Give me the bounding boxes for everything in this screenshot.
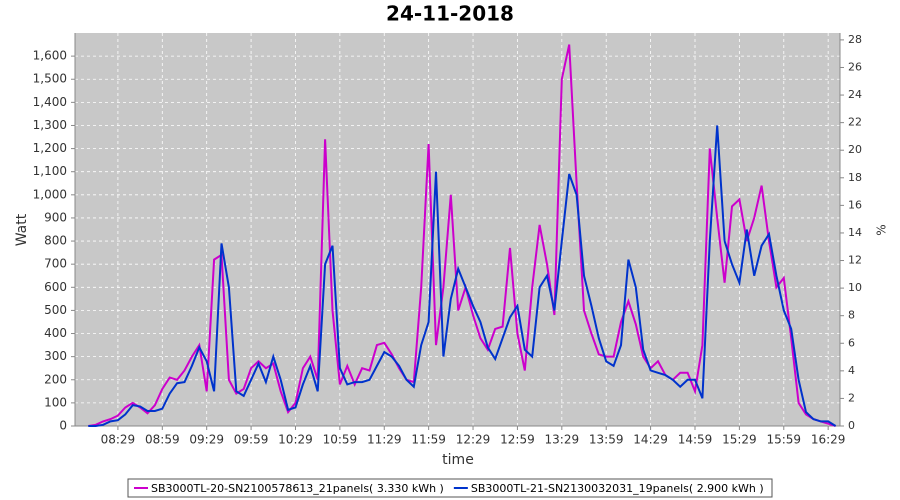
y-tick-label: 700 (44, 257, 67, 271)
x-tick-label: 12:59 (500, 433, 535, 447)
x-tick-label: 09:29 (189, 433, 224, 447)
y-tick-label: 300 (44, 349, 67, 363)
y-tick-label: 400 (44, 326, 67, 340)
legend-label: SB3000TL-21-SN2130032031_19panels( 2.900… (471, 482, 764, 495)
y2-tick-label: 10 (848, 281, 862, 294)
y-tick-label: 800 (44, 234, 67, 248)
series-line (88, 125, 837, 427)
y2-axis-label: % (875, 224, 889, 235)
y-tick-label: 600 (44, 280, 67, 294)
y2-tick-label: 20 (848, 143, 862, 156)
x-tick-label: 13:59 (589, 433, 624, 447)
series-line (88, 44, 836, 427)
x-tick-label: 14:59 (678, 433, 713, 447)
y2-tick-label: 28 (848, 33, 862, 46)
y-tick-label: 1,200 (33, 141, 67, 155)
x-axis-label: time (442, 452, 474, 468)
x-tick-label: 08:29 (101, 433, 136, 447)
y-tick-label: 1,300 (33, 118, 67, 132)
y-tick-label: 1,100 (33, 164, 67, 178)
y2-tick-label: 2 (848, 391, 855, 404)
y2-tick-label: 18 (848, 171, 862, 184)
legend-box (127, 478, 773, 498)
y-tick-label: 1,500 (33, 72, 67, 86)
x-tick-label: 09:59 (234, 433, 269, 447)
x-tick-label: 15:29 (722, 433, 757, 447)
y-tick-label: 1,400 (33, 95, 67, 109)
y-tick-label: 900 (44, 210, 67, 224)
y2-tick-label: 6 (848, 336, 855, 349)
y2-tick-label: 14 (848, 226, 862, 239)
x-tick-label: 11:29 (367, 433, 402, 447)
legend-label: SB3000TL-20-SN2100578613_21panels( 3.330… (151, 482, 444, 495)
y2-tick-label: 16 (848, 198, 862, 211)
y2-tick-label: 12 (848, 254, 862, 267)
y2-tick-label: 22 (848, 116, 862, 129)
y2-tick-label: 24 (848, 88, 862, 101)
x-tick-label: 12:29 (456, 433, 491, 447)
y-tick-label: 100 (44, 395, 67, 409)
y-tick-label: 1,000 (33, 187, 67, 201)
y-tick-label: 0 (59, 419, 67, 433)
x-tick-label: 13:29 (545, 433, 580, 447)
x-tick-label: 14:29 (633, 433, 668, 447)
plot-area (75, 33, 840, 426)
chart-title: 24-11-2018 (386, 2, 514, 26)
y2-tick-label: 8 (848, 309, 855, 322)
x-tick-label: 15:59 (766, 433, 801, 447)
x-tick-label: 10:29 (278, 433, 313, 447)
y-tick-label: 200 (44, 372, 67, 386)
y2-tick-label: 4 (848, 364, 855, 377)
y-axis-label: Watt (14, 213, 30, 246)
x-tick-label: 08:59 (145, 433, 180, 447)
y2-tick-label: 0 (848, 419, 855, 432)
x-tick-label: 11:59 (411, 433, 446, 447)
y-tick-label: 500 (44, 303, 67, 317)
y-tick-label: 1,600 (33, 49, 67, 63)
x-tick-label: 16:29 (811, 433, 846, 447)
x-tick-label: 10:59 (323, 433, 358, 447)
y2-tick-label: 26 (848, 60, 862, 73)
